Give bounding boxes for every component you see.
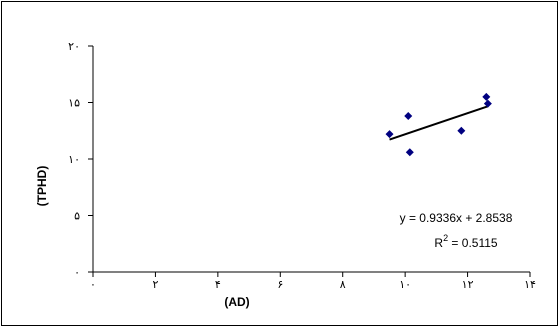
trendline-layer [389,105,489,141]
trendline [389,105,489,141]
x-tick-label: ۶ [277,278,283,291]
x-tick-label: ١٢ [462,278,474,291]
data-point [404,112,413,121]
x-tick-label: ٢ [152,278,158,291]
r-squared-label: R2 = 0.5115 [434,233,498,250]
x-tick-label: ٠ [90,278,96,291]
r-squared-sup: 2 [443,233,448,243]
y-axis-ticks: ٠ ۵ ١٠ ١۵ ٢٠ [68,40,93,279]
x-tick-label: ١٠ [399,278,411,291]
r-squared-prefix: R [434,236,443,250]
data-point [405,148,414,157]
y-tick-label: ٠ [74,266,80,279]
y-tick-label: ۵ [74,210,80,223]
data-point [385,130,394,139]
data-points [385,92,492,157]
y-axis-title: (TPHD) [35,166,49,207]
x-tick-label: ١۴ [524,278,536,291]
data-point [482,92,491,101]
trendline-equation: y = 0.9336x + 2.8538 [400,211,513,225]
y-tick-label: ١٠ [68,153,80,166]
x-axis-ticks: ٠ ٢ ۴ ۶ ٨ ١٠ ١٢ ١۴ [90,272,536,291]
y-tick-label: ٢٠ [68,40,80,53]
r-squared-value: = 0.5115 [448,236,498,250]
data-point [457,126,466,135]
x-tick-label: ۴ [215,278,221,291]
x-tick-label: ٨ [340,278,346,291]
y-tick-label: ١۵ [68,97,80,110]
x-axis-title: (AD) [224,295,249,309]
data-point [483,99,492,108]
